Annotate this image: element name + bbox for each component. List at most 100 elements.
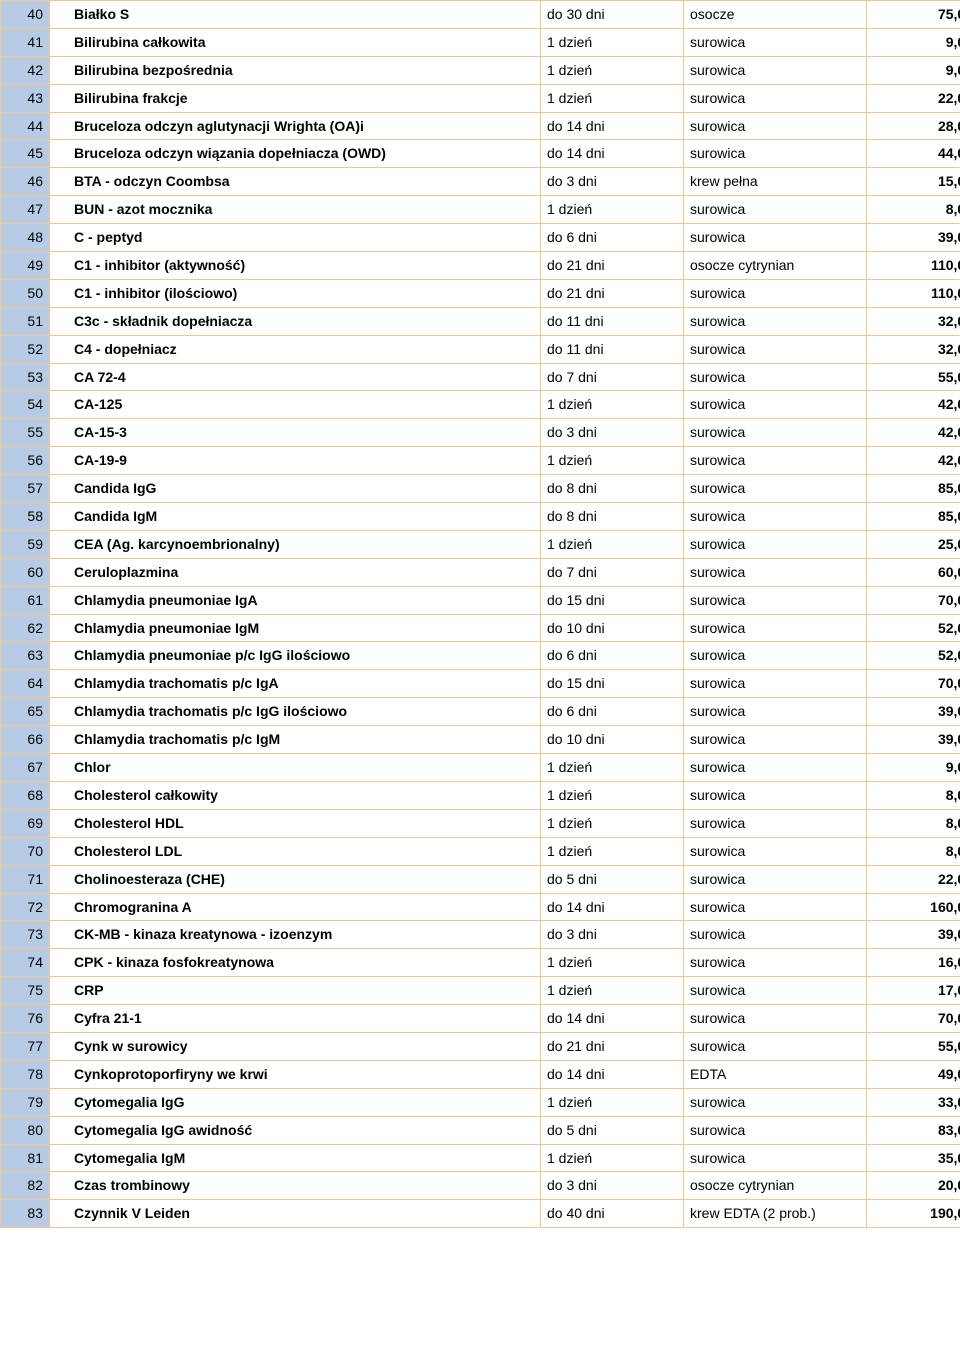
row-number: 53 (1, 363, 50, 391)
test-name: Chlamydia pneumoniae IgA (50, 586, 541, 614)
price: 39,00 (867, 921, 960, 949)
row-number: 76 (1, 1005, 50, 1033)
sample-type: surowica (684, 586, 867, 614)
sample-type: surowica (684, 307, 867, 335)
row-number: 81 (1, 1144, 50, 1172)
table-row: 68Cholesterol całkowity1 dzieńsurowica8,… (1, 781, 960, 809)
price: 85,00 (867, 475, 960, 503)
turnaround-time: 1 dzień (541, 754, 684, 782)
test-name: CA 72-4 (50, 363, 541, 391)
sample-type: osocze (684, 1, 867, 29)
price: 52,00 (867, 642, 960, 670)
price: 16,00 (867, 949, 960, 977)
row-number: 61 (1, 586, 50, 614)
sample-type: surowica (684, 726, 867, 754)
price: 52,00 (867, 614, 960, 642)
row-number: 82 (1, 1172, 50, 1200)
sample-type: surowica (684, 1116, 867, 1144)
price: 42,00 (867, 419, 960, 447)
table-row: 47BUN - azot mocznika1 dzieńsurowica8,00 (1, 196, 960, 224)
turnaround-time: 1 dzień (541, 1144, 684, 1172)
sample-type: krew pełna (684, 168, 867, 196)
test-name: CA-125 (50, 391, 541, 419)
sample-type: surowica (684, 558, 867, 586)
table-row: 56CA-19-91 dzieńsurowica42,00 (1, 447, 960, 475)
table-row: 44Bruceloza odczyn aglutynacji Wrighta (… (1, 112, 960, 140)
test-name: C3c - składnik dopełniacza (50, 307, 541, 335)
price: 8,00 (867, 837, 960, 865)
sample-type: surowica (684, 614, 867, 642)
turnaround-time: 1 dzień (541, 84, 684, 112)
sample-type: surowica (684, 335, 867, 363)
turnaround-time: 1 dzień (541, 447, 684, 475)
row-number: 49 (1, 252, 50, 280)
sample-type: osocze cytrynian (684, 1172, 867, 1200)
price: 110,00 (867, 279, 960, 307)
sample-type: surowica (684, 56, 867, 84)
price: 70,00 (867, 670, 960, 698)
test-name: Bruceloza odczyn aglutynacji Wrighta (OA… (50, 112, 541, 140)
turnaround-time: 1 dzień (541, 391, 684, 419)
price: 70,00 (867, 586, 960, 614)
row-number: 43 (1, 84, 50, 112)
table-row: 72Chromogranina Ado 14 dnisurowica160,00 (1, 893, 960, 921)
row-number: 54 (1, 391, 50, 419)
turnaround-time: do 30 dni (541, 1, 684, 29)
table-body: 40Białko Sdo 30 dniosocze75,0041Bilirubi… (1, 1, 960, 1228)
turnaround-time: do 11 dni (541, 307, 684, 335)
row-number: 75 (1, 977, 50, 1005)
row-number: 41 (1, 28, 50, 56)
turnaround-time: do 15 dni (541, 586, 684, 614)
turnaround-time: do 8 dni (541, 475, 684, 503)
table-row: 78Cynkoprotoporfiryny we krwido 14 dniED… (1, 1060, 960, 1088)
price: 160,00 (867, 893, 960, 921)
price: 8,00 (867, 196, 960, 224)
test-name: C1 - inhibitor (ilościowo) (50, 279, 541, 307)
turnaround-time: do 5 dni (541, 865, 684, 893)
sample-type: surowica (684, 865, 867, 893)
price: 55,00 (867, 1032, 960, 1060)
sample-type: surowica (684, 530, 867, 558)
table-row: 54CA-1251 dzieńsurowica42,00 (1, 391, 960, 419)
table-row: 46BTA - odczyn Coombsado 3 dnikrew pełna… (1, 168, 960, 196)
table-row: 81Cytomegalia IgM1 dzieńsurowica35,00 (1, 1144, 960, 1172)
turnaround-time: do 11 dni (541, 335, 684, 363)
table-row: 70Cholesterol LDL1 dzieńsurowica8,00 (1, 837, 960, 865)
row-number: 65 (1, 698, 50, 726)
price: 8,00 (867, 809, 960, 837)
table-row: 65Chlamydia trachomatis p/c IgG ilościow… (1, 698, 960, 726)
price: 35,00 (867, 1144, 960, 1172)
turnaround-time: 1 dzień (541, 56, 684, 84)
table-row: 48C - peptyddo 6 dnisurowica39,00 (1, 224, 960, 252)
test-name: BTA - odczyn Coombsa (50, 168, 541, 196)
test-name: BUN - azot mocznika (50, 196, 541, 224)
test-name: Cynk w surowicy (50, 1032, 541, 1060)
test-name: Chlamydia trachomatis p/c IgA (50, 670, 541, 698)
table-row: 40Białko Sdo 30 dniosocze75,00 (1, 1, 960, 29)
sample-type: surowica (684, 1005, 867, 1033)
test-name: Chlamydia trachomatis p/c IgG ilościowo (50, 698, 541, 726)
sample-type: surowica (684, 224, 867, 252)
turnaround-time: do 14 dni (541, 893, 684, 921)
price: 33,00 (867, 1088, 960, 1116)
price-table: 40Białko Sdo 30 dniosocze75,0041Bilirubi… (0, 0, 960, 1228)
price: 22,00 (867, 84, 960, 112)
price: 190,00 (867, 1200, 960, 1228)
turnaround-time: do 10 dni (541, 726, 684, 754)
price: 60,00 (867, 558, 960, 586)
table-row: 76Cyfra 21-1do 14 dnisurowica70,00 (1, 1005, 960, 1033)
table-row: 63Chlamydia pneumoniae p/c IgG ilościowo… (1, 642, 960, 670)
table-row: 41Bilirubina całkowita1 dzieńsurowica9,0… (1, 28, 960, 56)
sample-type: surowica (684, 447, 867, 475)
row-number: 45 (1, 140, 50, 168)
sample-type: surowica (684, 475, 867, 503)
row-number: 63 (1, 642, 50, 670)
price: 85,00 (867, 503, 960, 531)
table-row: 67Chlor1 dzieńsurowica9,00 (1, 754, 960, 782)
test-name: Cytomegalia IgG awidność (50, 1116, 541, 1144)
turnaround-time: 1 dzień (541, 196, 684, 224)
table-row: 42Bilirubina bezpośrednia1 dzieńsurowica… (1, 56, 960, 84)
test-name: Candida IgM (50, 503, 541, 531)
row-number: 67 (1, 754, 50, 782)
test-name: Chlamydia pneumoniae IgM (50, 614, 541, 642)
